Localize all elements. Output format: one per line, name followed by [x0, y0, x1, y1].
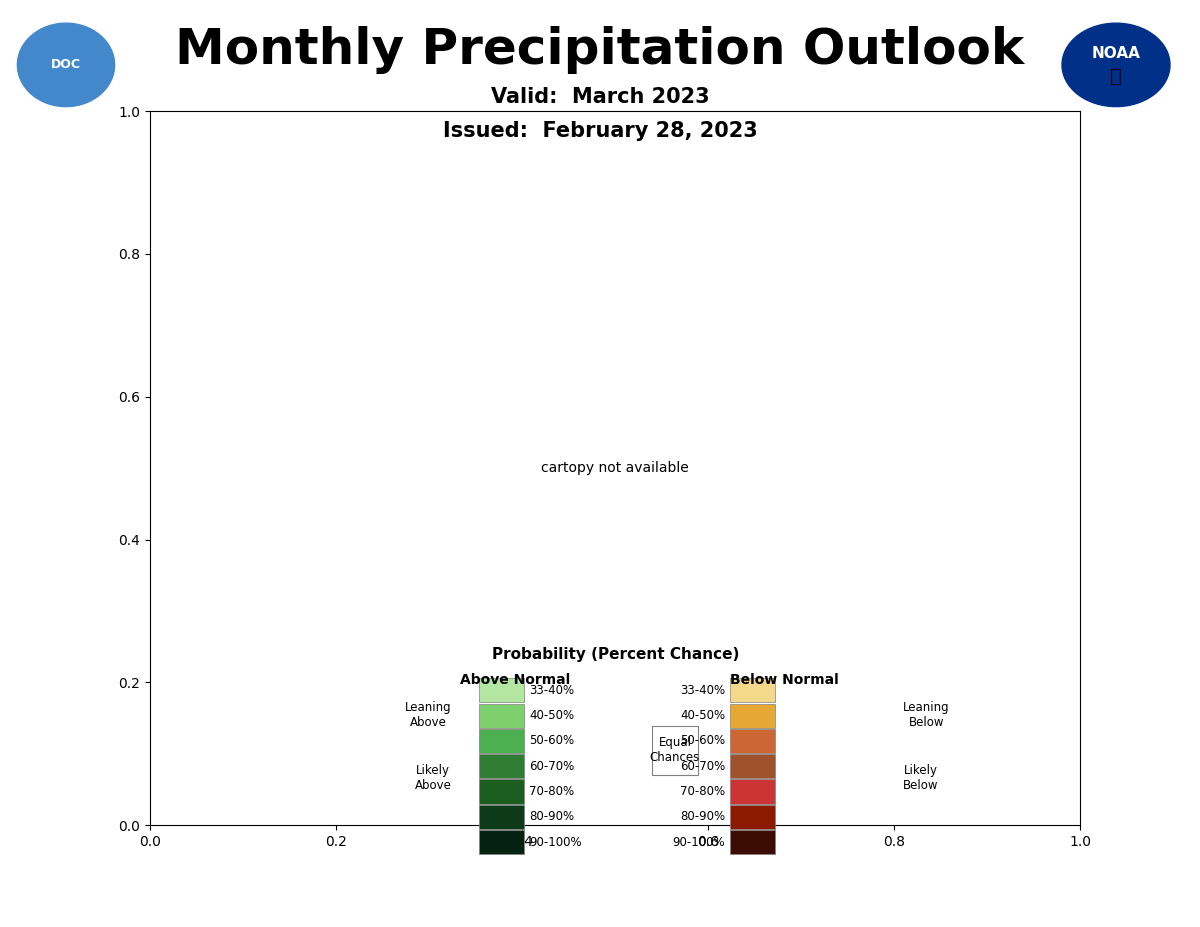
Bar — [479, 704, 524, 728]
Text: 90-100%: 90-100% — [672, 835, 725, 848]
Text: 50-60%: 50-60% — [529, 734, 574, 747]
Circle shape — [1062, 23, 1170, 107]
Circle shape — [18, 23, 115, 107]
Bar — [479, 755, 524, 779]
Bar — [479, 805, 524, 829]
Bar — [730, 805, 775, 829]
Bar — [479, 729, 524, 753]
Bar — [730, 830, 775, 854]
Text: 70-80%: 70-80% — [680, 785, 725, 798]
Text: Issued:  February 28, 2023: Issued: February 28, 2023 — [443, 121, 757, 141]
Text: 90-100%: 90-100% — [529, 835, 582, 848]
Bar — [479, 830, 524, 854]
Bar — [479, 780, 524, 804]
Text: 33-40%: 33-40% — [680, 684, 725, 697]
Text: 40-50%: 40-50% — [529, 709, 574, 722]
Bar — [730, 704, 775, 728]
Text: Monthly Precipitation Outlook: Monthly Precipitation Outlook — [175, 26, 1025, 74]
Text: 33-40%: 33-40% — [529, 684, 574, 697]
Bar — [730, 780, 775, 804]
Bar — [479, 679, 524, 703]
Text: cartopy not available: cartopy not available — [541, 461, 689, 476]
Text: Likely
Below: Likely Below — [902, 764, 938, 793]
Text: Above Normal: Above Normal — [460, 673, 570, 688]
Text: Leaning
Above: Leaning Above — [404, 701, 451, 729]
Text: 80-90%: 80-90% — [529, 810, 574, 823]
Text: Likely
Above: Likely Above — [414, 764, 451, 793]
Text: NOAA: NOAA — [1092, 46, 1140, 61]
Text: Probability (Percent Chance): Probability (Percent Chance) — [492, 647, 739, 662]
Text: Valid:  March 2023: Valid: March 2023 — [491, 87, 709, 108]
Text: 60-70%: 60-70% — [679, 759, 725, 773]
Text: 80-90%: 80-90% — [680, 810, 725, 823]
Text: 70-80%: 70-80% — [529, 785, 574, 798]
Bar — [730, 755, 775, 779]
Text: Below Normal: Below Normal — [730, 673, 839, 688]
Bar — [730, 729, 775, 753]
Text: 🐋: 🐋 — [1110, 67, 1122, 85]
Text: Equal
Chances: Equal Chances — [649, 736, 700, 765]
Text: DOC: DOC — [50, 58, 82, 71]
Bar — [652, 727, 697, 775]
Text: 60-70%: 60-70% — [529, 759, 575, 773]
Text: 50-60%: 50-60% — [680, 734, 725, 747]
Text: 40-50%: 40-50% — [680, 709, 725, 722]
Bar — [730, 679, 775, 703]
Text: Leaning
Below: Leaning Below — [902, 701, 949, 729]
